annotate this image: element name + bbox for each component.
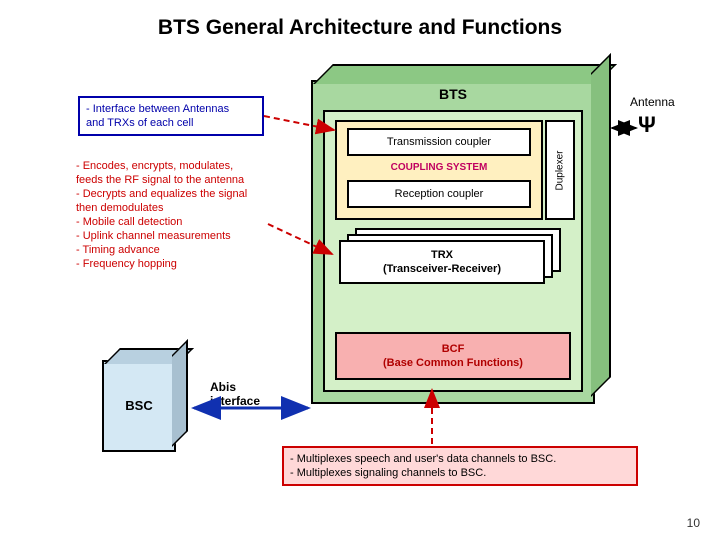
bcf-line2: (Base Common Functions) (383, 357, 523, 369)
bcf-callout: - Multiplexes speech and user's data cha… (282, 446, 638, 486)
page-number: 10 (687, 516, 700, 530)
coupling-callout: - Interface between Antennas and TRXs of… (78, 96, 264, 136)
bts-label: BTS (313, 86, 593, 102)
abis-line2: interface (210, 394, 260, 408)
trx-stack: TRX (Transceiver-Receiver) (335, 228, 571, 288)
antenna-icon: Ψ (638, 112, 656, 138)
trx-callout: - Encodes, encrypts, modulates, feeds th… (70, 155, 288, 275)
duplexer-label: Duplexer (555, 150, 566, 190)
trx-card-front: TRX (Transceiver-Receiver) (339, 240, 545, 284)
reception-coupler: Reception coupler (347, 180, 531, 208)
transmission-coupler: Transmission coupler (347, 128, 531, 156)
page-title: BTS General Architecture and Functions (0, 16, 720, 40)
trx-line2: (Transceiver-Receiver) (383, 263, 501, 275)
bcf-box: BCF (Base Common Functions) (335, 332, 571, 380)
bcf-line1: BCF (442, 343, 465, 355)
bts-inner: Transmission coupler COUPLING SYSTEM Rec… (323, 110, 583, 392)
trx-line1: TRX (431, 249, 453, 261)
coupling-system: Transmission coupler COUPLING SYSTEM Rec… (335, 120, 543, 220)
duplexer-box: Duplexer (545, 120, 575, 220)
abis-label: Abis interface (210, 380, 260, 408)
bsc-box: BSC (102, 360, 176, 452)
coupling-caption: COUPLING SYSTEM (337, 162, 541, 173)
abis-line1: Abis (210, 380, 236, 394)
bsc-label: BSC (125, 398, 152, 413)
antenna-label: Antenna (630, 95, 675, 109)
bts-cabinet: BTS Transmission coupler COUPLING SYSTEM… (311, 80, 595, 404)
